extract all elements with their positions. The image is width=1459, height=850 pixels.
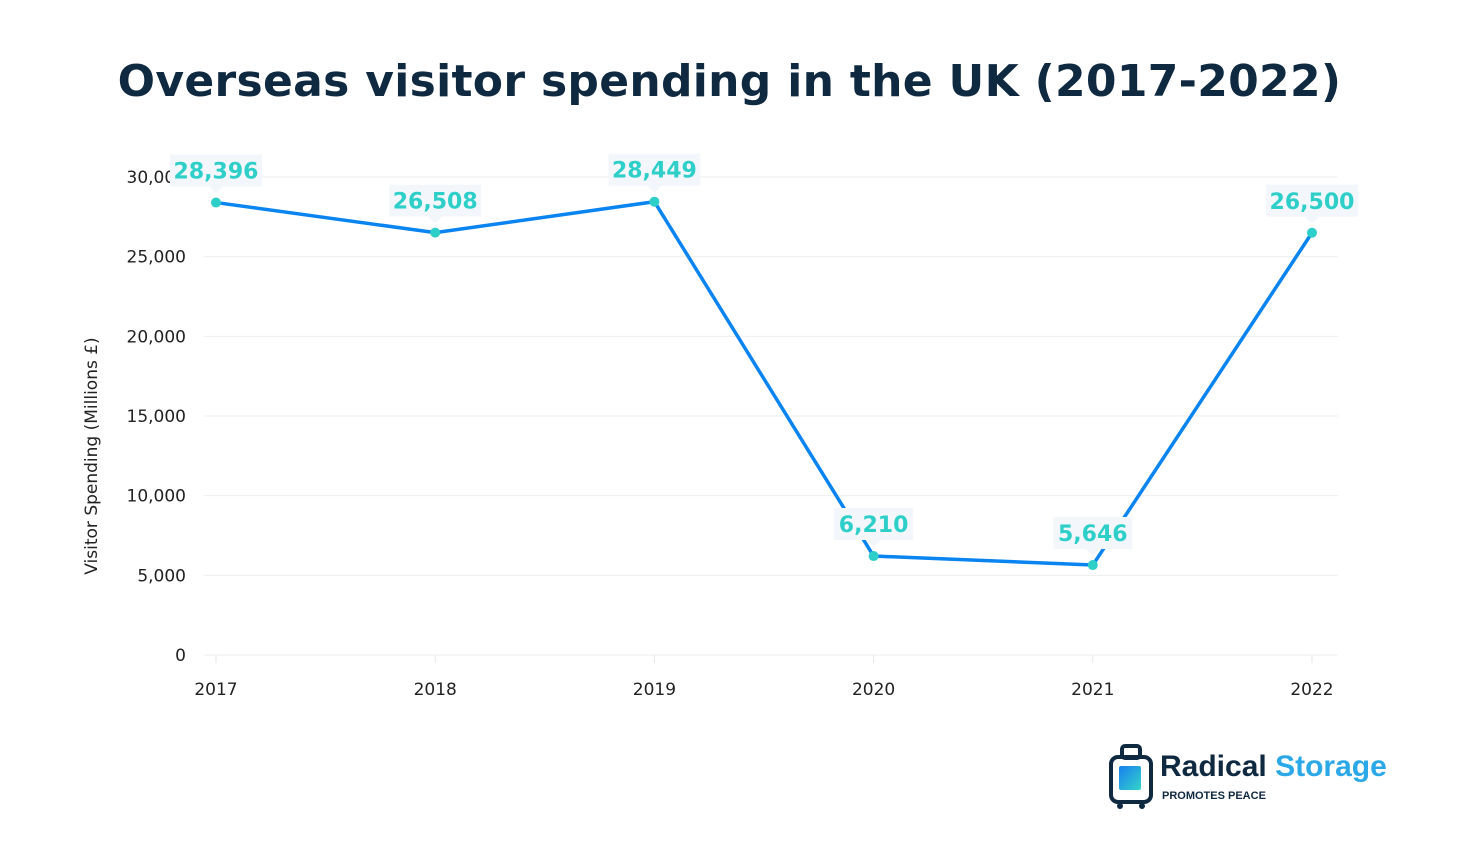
data-label-box (389, 184, 482, 224)
logo-tagline: PROMOTES PEACE (1162, 790, 1266, 802)
logo-brand2: Storage (1275, 750, 1387, 783)
y-tick-label: 0 (175, 646, 186, 666)
data-point (1307, 227, 1317, 238)
data-label: 28,396 (174, 160, 259, 185)
data-label: 6,210 (839, 513, 909, 538)
data-point (649, 196, 660, 207)
data-point (868, 551, 879, 562)
suitcase-icon (1109, 744, 1153, 809)
radical-storage-logo: Radical Storage PROMOTES PEACE (1108, 744, 1428, 810)
x-tick-label: 2018 (414, 680, 457, 700)
data-label-box (834, 508, 914, 548)
logo-brand: Radical (1160, 750, 1267, 783)
data-point (1087, 560, 1098, 571)
x-tick-label: 2017 (194, 680, 237, 700)
y-tick-label: 25,000 (127, 248, 186, 268)
y-tick-label: 5,000 (137, 566, 186, 586)
y-tick-label: 20,000 (127, 327, 186, 347)
data-label: 26,500 (1270, 190, 1355, 215)
y-tick-label: 10,000 (127, 487, 186, 507)
y-tick-label: 15,000 (127, 407, 186, 427)
x-tick-label: 2022 (1290, 680, 1333, 700)
data-point (430, 227, 441, 238)
chart-title: Overseas visitor spending in the UK (201… (117, 56, 1342, 107)
data-label-box (1053, 517, 1133, 557)
x-tick-label: 2020 (852, 680, 895, 700)
data-label: 28,449 (612, 159, 697, 184)
data-label: 26,508 (393, 190, 478, 215)
data-label: 5,646 (1058, 522, 1128, 547)
data-label-box (170, 154, 262, 194)
data-point (211, 197, 221, 208)
y-axis-label: Visitor Spending (Millions £) (82, 337, 102, 574)
data-label-box (608, 153, 701, 193)
x-tick-label: 2021 (1071, 680, 1114, 700)
series-line (215, 199, 1314, 567)
x-tick-label: 2019 (633, 680, 676, 700)
data-label-box (1266, 184, 1358, 224)
